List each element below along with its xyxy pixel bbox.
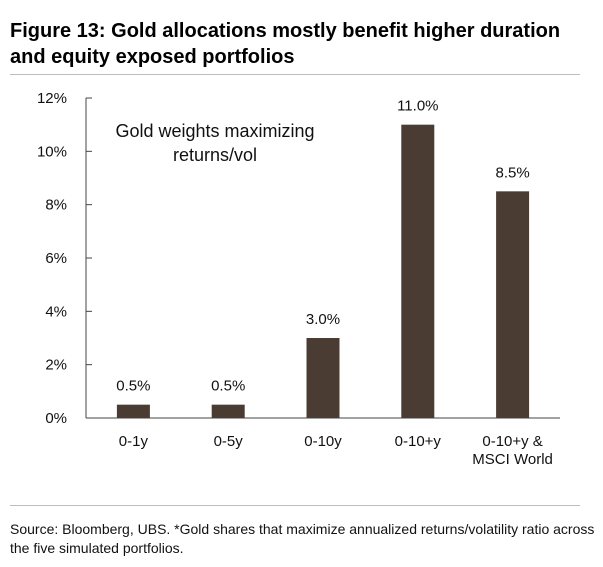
x-tick-label: 0-5y bbox=[214, 433, 244, 450]
data-label: 11.0% bbox=[397, 98, 438, 115]
source-note: Source: Bloomberg, UBS. *Gold shares tha… bbox=[10, 521, 595, 556]
x-tick-label: MSCI World bbox=[472, 451, 553, 468]
data-label: 0.5% bbox=[116, 378, 150, 395]
bar-chart: 0% 2% 4% 6% 8% 10% 12% 0.5% 0-1y 0.5% 0-5y 3.0% 0-10… bbox=[37, 90, 560, 468]
x-tick-label: 0-10y bbox=[304, 433, 342, 450]
bar bbox=[306, 338, 340, 418]
y-tick-label: 8% bbox=[45, 197, 67, 214]
data-label: 3.0% bbox=[306, 311, 340, 328]
bar bbox=[116, 404, 150, 418]
y-tick-label: 10% bbox=[37, 143, 67, 160]
chart-annotation: returns/vol bbox=[173, 145, 257, 165]
y-tick-label: 12% bbox=[37, 90, 67, 107]
bar bbox=[496, 191, 530, 418]
title-divider bbox=[10, 74, 580, 75]
x-tick-label: 0-1y bbox=[119, 433, 149, 450]
x-tick-label: 0-10+y bbox=[395, 433, 442, 450]
y-tick-label: 4% bbox=[45, 303, 67, 320]
figure-title: Figure 13: Gold allocations mostly benef… bbox=[10, 20, 561, 68]
source-divider bbox=[10, 505, 580, 506]
data-label: 0.5% bbox=[211, 378, 245, 395]
bar bbox=[401, 124, 435, 419]
bar bbox=[211, 404, 245, 418]
chart-annotation: Gold weights maximizing bbox=[115, 121, 314, 141]
data-label: 8.5% bbox=[495, 164, 529, 181]
x-tick-label: 0-10+y & bbox=[482, 433, 542, 450]
y-tick-label: 2% bbox=[45, 357, 67, 374]
y-tick-label: 0% bbox=[45, 410, 67, 427]
y-tick-label: 6% bbox=[45, 250, 67, 267]
